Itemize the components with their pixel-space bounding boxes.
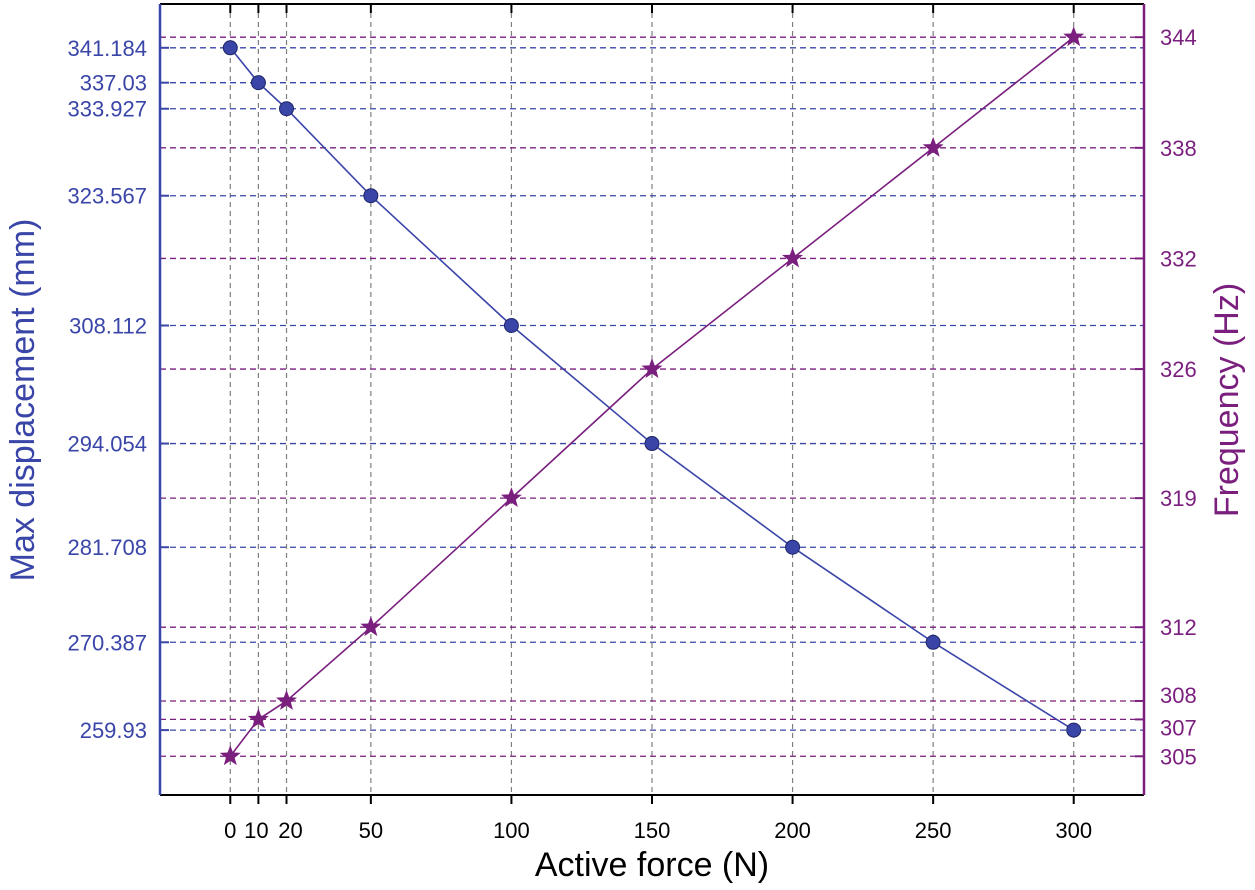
x-tick-label: 200 [774, 818, 811, 843]
frequency-point [641, 358, 663, 378]
frequency-point [219, 745, 241, 766]
x-tick-label: 150 [634, 818, 671, 843]
y-left-tick-label: 308.112 [69, 314, 147, 339]
x-tick-label: 100 [493, 818, 530, 843]
frequency-point [360, 616, 382, 637]
y-right-tick-label: 338 [1160, 136, 1197, 161]
y-right-tick-label: 305 [1160, 744, 1197, 769]
frequency-point [276, 689, 297, 710]
y-left-tick-label: 294.054 [67, 432, 147, 457]
displacement-point [279, 101, 295, 117]
y-right-tick-label: 312 [1160, 615, 1197, 640]
grid-lines [160, 4, 1144, 795]
y-right-axis-title: Frequency (Hz) [1208, 283, 1246, 517]
y-left-axis-title: Max displacement (mm) [4, 219, 42, 582]
y-right-tick-label: 308 [1160, 683, 1197, 708]
y-left-tick-label: 333.927 [67, 97, 147, 122]
y-left-tick-label: 323.567 [67, 184, 147, 209]
y-right-tick-label: 326 [1160, 357, 1197, 382]
displacement-point [1066, 722, 1082, 738]
x-axis-title: Active force (N) [535, 846, 769, 884]
y-right-tick-label: 332 [1160, 246, 1197, 271]
frequency-point [247, 708, 269, 729]
frequency-point [1063, 26, 1085, 47]
displacement-point [785, 539, 801, 555]
x-tick-label: 0 [224, 818, 236, 843]
frequency-point [782, 247, 804, 268]
y-left-tick-label: 337.03 [80, 71, 147, 96]
series-layer [219, 26, 1085, 766]
y-right-tick-label: 319 [1160, 486, 1197, 511]
y-right-tick-label: 344 [1160, 25, 1197, 50]
tick-labels: 0 10 20 50 100 150 200 250 300 341.184 337.03333.9… [67, 25, 1196, 843]
frequency-series-line [229, 36, 1075, 757]
displacement-point [925, 634, 941, 650]
displacement-point [644, 436, 660, 452]
displacement-point [503, 318, 519, 334]
displacement-point [363, 188, 379, 204]
y-left-tick-label: 270.387 [67, 630, 147, 655]
y-left-tick-label: 259.93 [80, 718, 147, 743]
y-left-tick-label: 341.184 [67, 36, 147, 61]
y-left-tick-label: 281.708 [67, 535, 147, 560]
x-tick-label: 300 [1055, 818, 1092, 843]
displacement-point [222, 40, 238, 56]
x-tick-label: 50 [359, 818, 383, 843]
frequency-point [500, 487, 522, 508]
displacement-point [250, 75, 266, 91]
x-tick-label: 250 [915, 818, 952, 843]
frequency-point [922, 136, 944, 157]
x-tick-label: 10 [244, 818, 268, 843]
x-tick-label: 20 [278, 818, 302, 843]
plot-frame [158, 3, 1146, 804]
y-right-tick-label: 307 [1160, 715, 1197, 740]
